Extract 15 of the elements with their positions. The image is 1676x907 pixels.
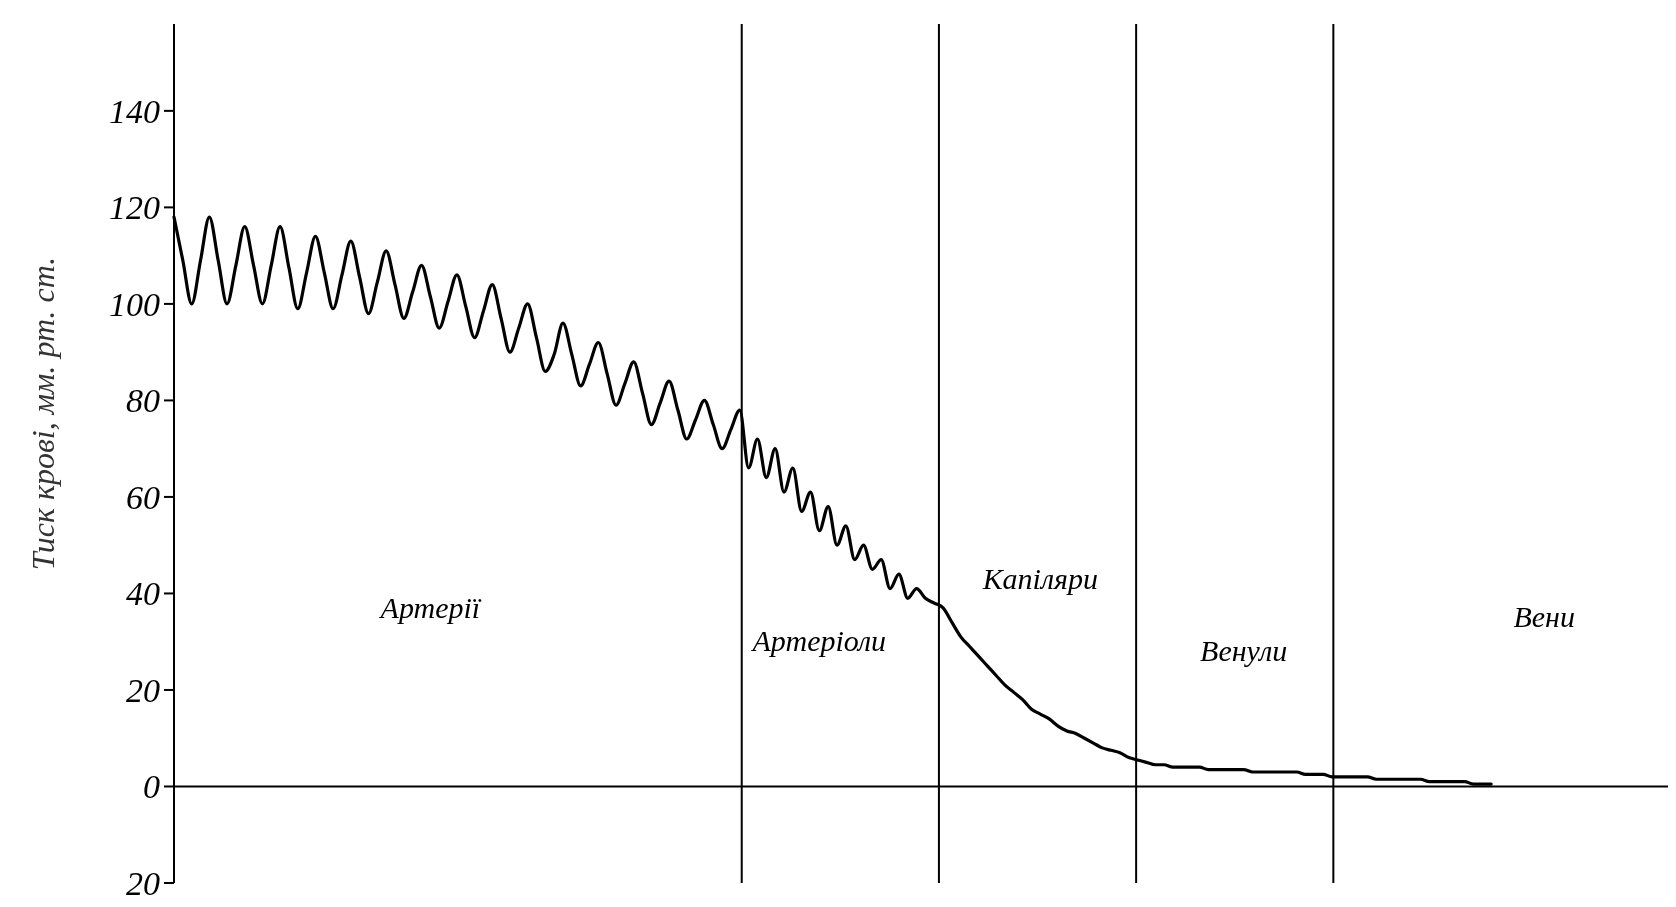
x-tick-label: Венули	[1200, 634, 1288, 668]
y-tick-label: 20	[126, 864, 160, 902]
x-tick-label: Артеріоли	[750, 624, 887, 658]
x-tick-label: Капіляри	[981, 561, 1098, 595]
y-tick-label: 100	[109, 285, 160, 323]
y-tick-label: 140	[109, 92, 160, 130]
x-tick-label: Артерії	[378, 590, 482, 624]
y-tick-label: 0	[143, 768, 160, 806]
y-tick-label: 120	[109, 189, 160, 227]
y-tick-label: 40	[126, 575, 160, 613]
y-axis-title: Тиск крові, мм. рт. ст.	[25, 256, 61, 571]
x-tick-label: Вени	[1513, 600, 1575, 634]
y-tick-label: 20	[126, 671, 160, 709]
y-tick-label: 80	[126, 382, 160, 420]
y-tick-label: 60	[126, 478, 160, 516]
